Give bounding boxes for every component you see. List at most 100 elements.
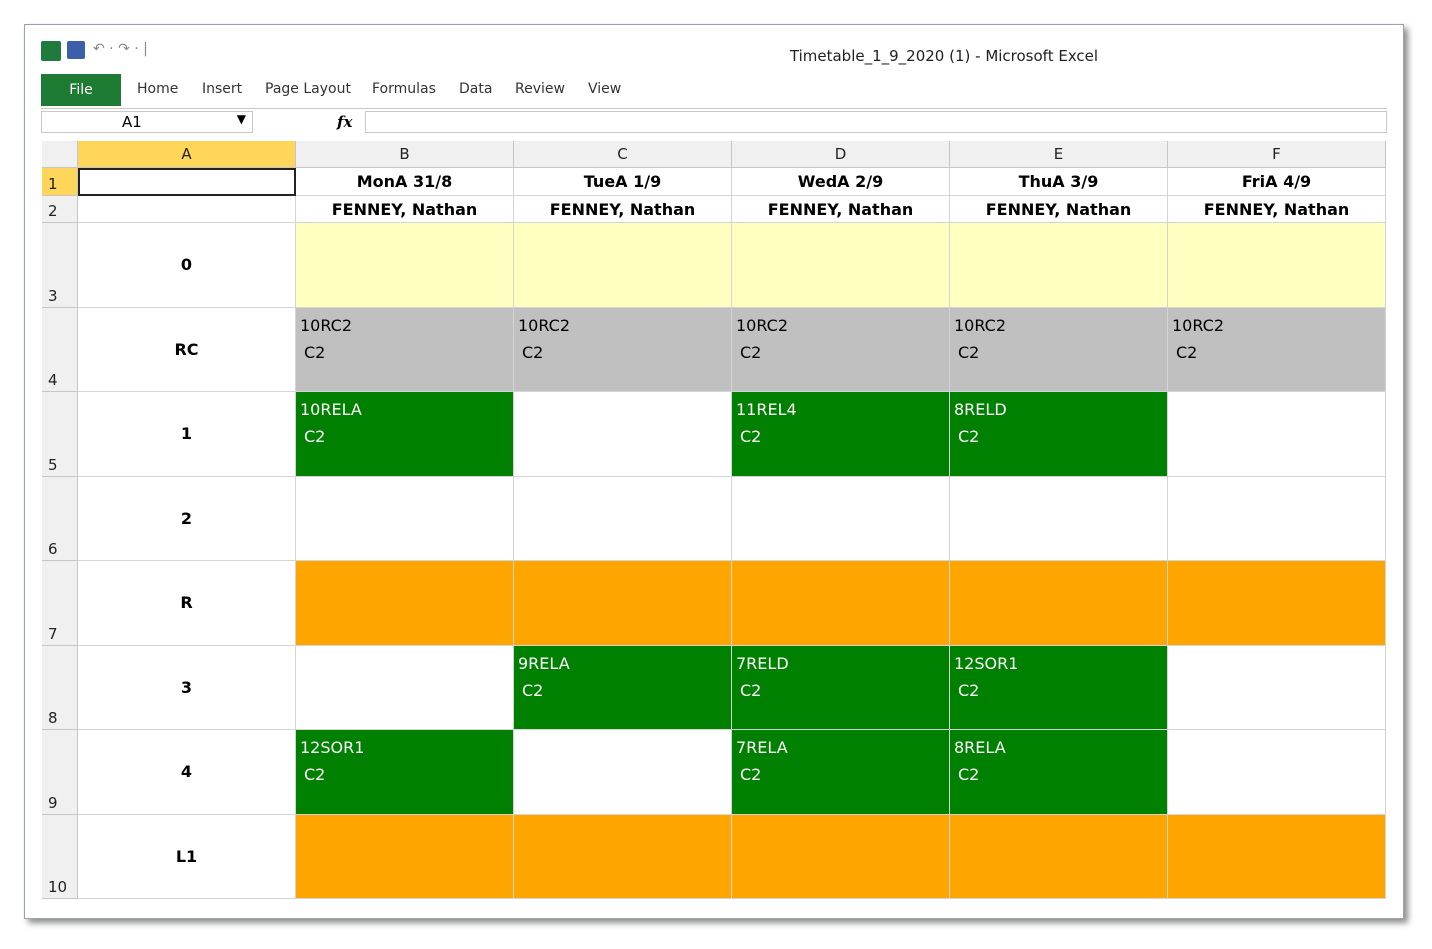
- ribbon-tab[interactable]: Insert: [202, 81, 243, 97]
- lesson-cell[interactable]: [514, 730, 732, 815]
- ribbon-tab[interactable]: Home: [137, 81, 179, 97]
- row-header[interactable]: 7: [42, 561, 78, 646]
- cell[interactable]: 1: [78, 392, 296, 477]
- name-box[interactable]: A1 ▼: [41, 111, 253, 133]
- lesson-cell[interactable]: [950, 814, 1168, 899]
- ribbon-tab[interactable]: View: [588, 81, 622, 97]
- cell[interactable]: FENNEY, Nathan: [514, 196, 732, 223]
- lesson-cell[interactable]: 8RELD C2: [950, 392, 1168, 477]
- window-title: Timetable_1_9_2020 (1) - Microsoft Excel: [789, 47, 1099, 65]
- lesson-cell[interactable]: [1168, 476, 1386, 561]
- lesson-cell[interactable]: 12SOR1 C2: [296, 730, 514, 815]
- lesson-cell[interactable]: [732, 814, 950, 899]
- cell[interactable]: [78, 196, 296, 223]
- function-icon[interactable]: fx: [337, 113, 353, 131]
- dropdown-arrow[interactable]: ▼: [236, 112, 246, 126]
- lesson-cell[interactable]: [732, 561, 950, 646]
- ribbon-tab[interactable]: Review: [515, 81, 565, 97]
- row-header[interactable]: 10: [42, 814, 78, 899]
- ribbon-tab[interactable]: Data: [459, 81, 493, 97]
- row-header[interactable]: 4: [42, 307, 78, 392]
- column-header[interactable]: A: [78, 141, 296, 168]
- corner: [42, 141, 78, 168]
- save-icon[interactable]: [67, 41, 85, 59]
- row-header[interactable]: 6: [42, 476, 78, 561]
- cell[interactable]: TueA 1/9: [514, 168, 732, 196]
- cell[interactable]: 4: [78, 730, 296, 815]
- lesson-cell[interactable]: [950, 223, 1168, 308]
- cell[interactable]: ThuA 3/9: [950, 168, 1168, 196]
- lesson-cell[interactable]: [296, 645, 514, 730]
- cell[interactable]: L1: [78, 814, 296, 899]
- name-box-text: A1: [122, 113, 142, 131]
- column-header[interactable]: D: [732, 141, 950, 168]
- cell[interactable]: RC: [78, 307, 296, 392]
- lesson-cell[interactable]: [1168, 645, 1386, 730]
- excel-icon[interactable]: [41, 41, 61, 61]
- lesson-cell[interactable]: [1168, 730, 1386, 815]
- period-label: L1: [175, 846, 198, 866]
- lesson-cell[interactable]: 8RELA C2: [950, 730, 1168, 815]
- cell[interactable]: FENNEY, Nathan: [296, 196, 514, 223]
- lesson-cell[interactable]: [1168, 392, 1386, 477]
- cell[interactable]: FriA 4/9: [1168, 168, 1386, 196]
- ribbon-tab[interactable]: Page Layout: [265, 81, 351, 97]
- lesson-cell[interactable]: 10RC2 C2: [732, 307, 950, 392]
- lesson-cell[interactable]: [514, 561, 732, 646]
- lesson-cell[interactable]: [514, 392, 732, 477]
- lesson-cell[interactable]: [1168, 223, 1386, 308]
- formula-input[interactable]: [365, 111, 1387, 133]
- row-header[interactable]: 1: [42, 168, 78, 196]
- class-code: 12SOR1: [300, 738, 365, 757]
- row-number: 9: [48, 793, 58, 812]
- lesson-cell[interactable]: 9RELA C2: [514, 645, 732, 730]
- lesson-cell[interactable]: 10RC2 C2: [950, 307, 1168, 392]
- column-header[interactable]: E: [950, 141, 1168, 168]
- column-header[interactable]: F: [1168, 141, 1386, 168]
- lesson-cell[interactable]: [514, 476, 732, 561]
- cell[interactable]: FENNEY, Nathan: [732, 196, 950, 223]
- cell[interactable]: MonA 31/8: [296, 168, 514, 196]
- lesson-cell[interactable]: [732, 476, 950, 561]
- lesson-cell[interactable]: [1168, 561, 1386, 646]
- row-header[interactable]: 5: [42, 392, 78, 477]
- column-header[interactable]: C: [514, 141, 732, 168]
- cell[interactable]: FENNEY, Nathan: [1168, 196, 1386, 223]
- teacher-name: FENNEY, Nathan: [767, 199, 914, 219]
- undo-redo-icons[interactable]: ↶ · ↷ · |: [93, 41, 148, 57]
- cell[interactable]: 0: [78, 223, 296, 308]
- cell[interactable]: 2: [78, 476, 296, 561]
- selected-cell[interactable]: [78, 168, 296, 196]
- lesson-cell[interactable]: [950, 561, 1168, 646]
- lesson-cell[interactable]: [950, 476, 1168, 561]
- cell[interactable]: WedA 2/9: [732, 168, 950, 196]
- lesson-cell[interactable]: 10RC2 C2: [1168, 307, 1386, 392]
- row-header[interactable]: 2: [42, 196, 78, 223]
- lesson-cell[interactable]: [514, 223, 732, 308]
- lesson-cell[interactable]: [296, 476, 514, 561]
- ribbon-tab[interactable]: Formulas: [372, 81, 436, 97]
- room: C2: [958, 680, 980, 700]
- room: C2: [958, 765, 980, 784]
- lesson-cell[interactable]: 10RELA C2: [296, 392, 514, 477]
- lesson-cell[interactable]: [296, 223, 514, 308]
- lesson-cell[interactable]: [296, 561, 514, 646]
- lesson-cell[interactable]: 10RC2 C2: [514, 307, 732, 392]
- row-header[interactable]: 9: [42, 730, 78, 815]
- lesson-cell[interactable]: 10RC2 C2: [296, 307, 514, 392]
- cell[interactable]: 3: [78, 645, 296, 730]
- lesson-cell[interactable]: [1168, 814, 1386, 899]
- cell[interactable]: R: [78, 561, 296, 646]
- lesson-cell[interactable]: [732, 223, 950, 308]
- lesson-cell[interactable]: [296, 814, 514, 899]
- row-header[interactable]: 8: [42, 645, 78, 730]
- row-header[interactable]: 3: [42, 223, 78, 308]
- cell[interactable]: FENNEY, Nathan: [950, 196, 1168, 223]
- lesson-cell[interactable]: [514, 814, 732, 899]
- file-tab[interactable]: File: [41, 74, 121, 106]
- column-header[interactable]: B: [296, 141, 514, 168]
- lesson-cell[interactable]: 7RELA C2: [732, 730, 950, 815]
- lesson-cell[interactable]: 12SOR1 C2: [950, 645, 1168, 730]
- lesson-cell[interactable]: 7RELD C2: [732, 645, 950, 730]
- lesson-cell[interactable]: 11REL4 C2: [732, 392, 950, 477]
